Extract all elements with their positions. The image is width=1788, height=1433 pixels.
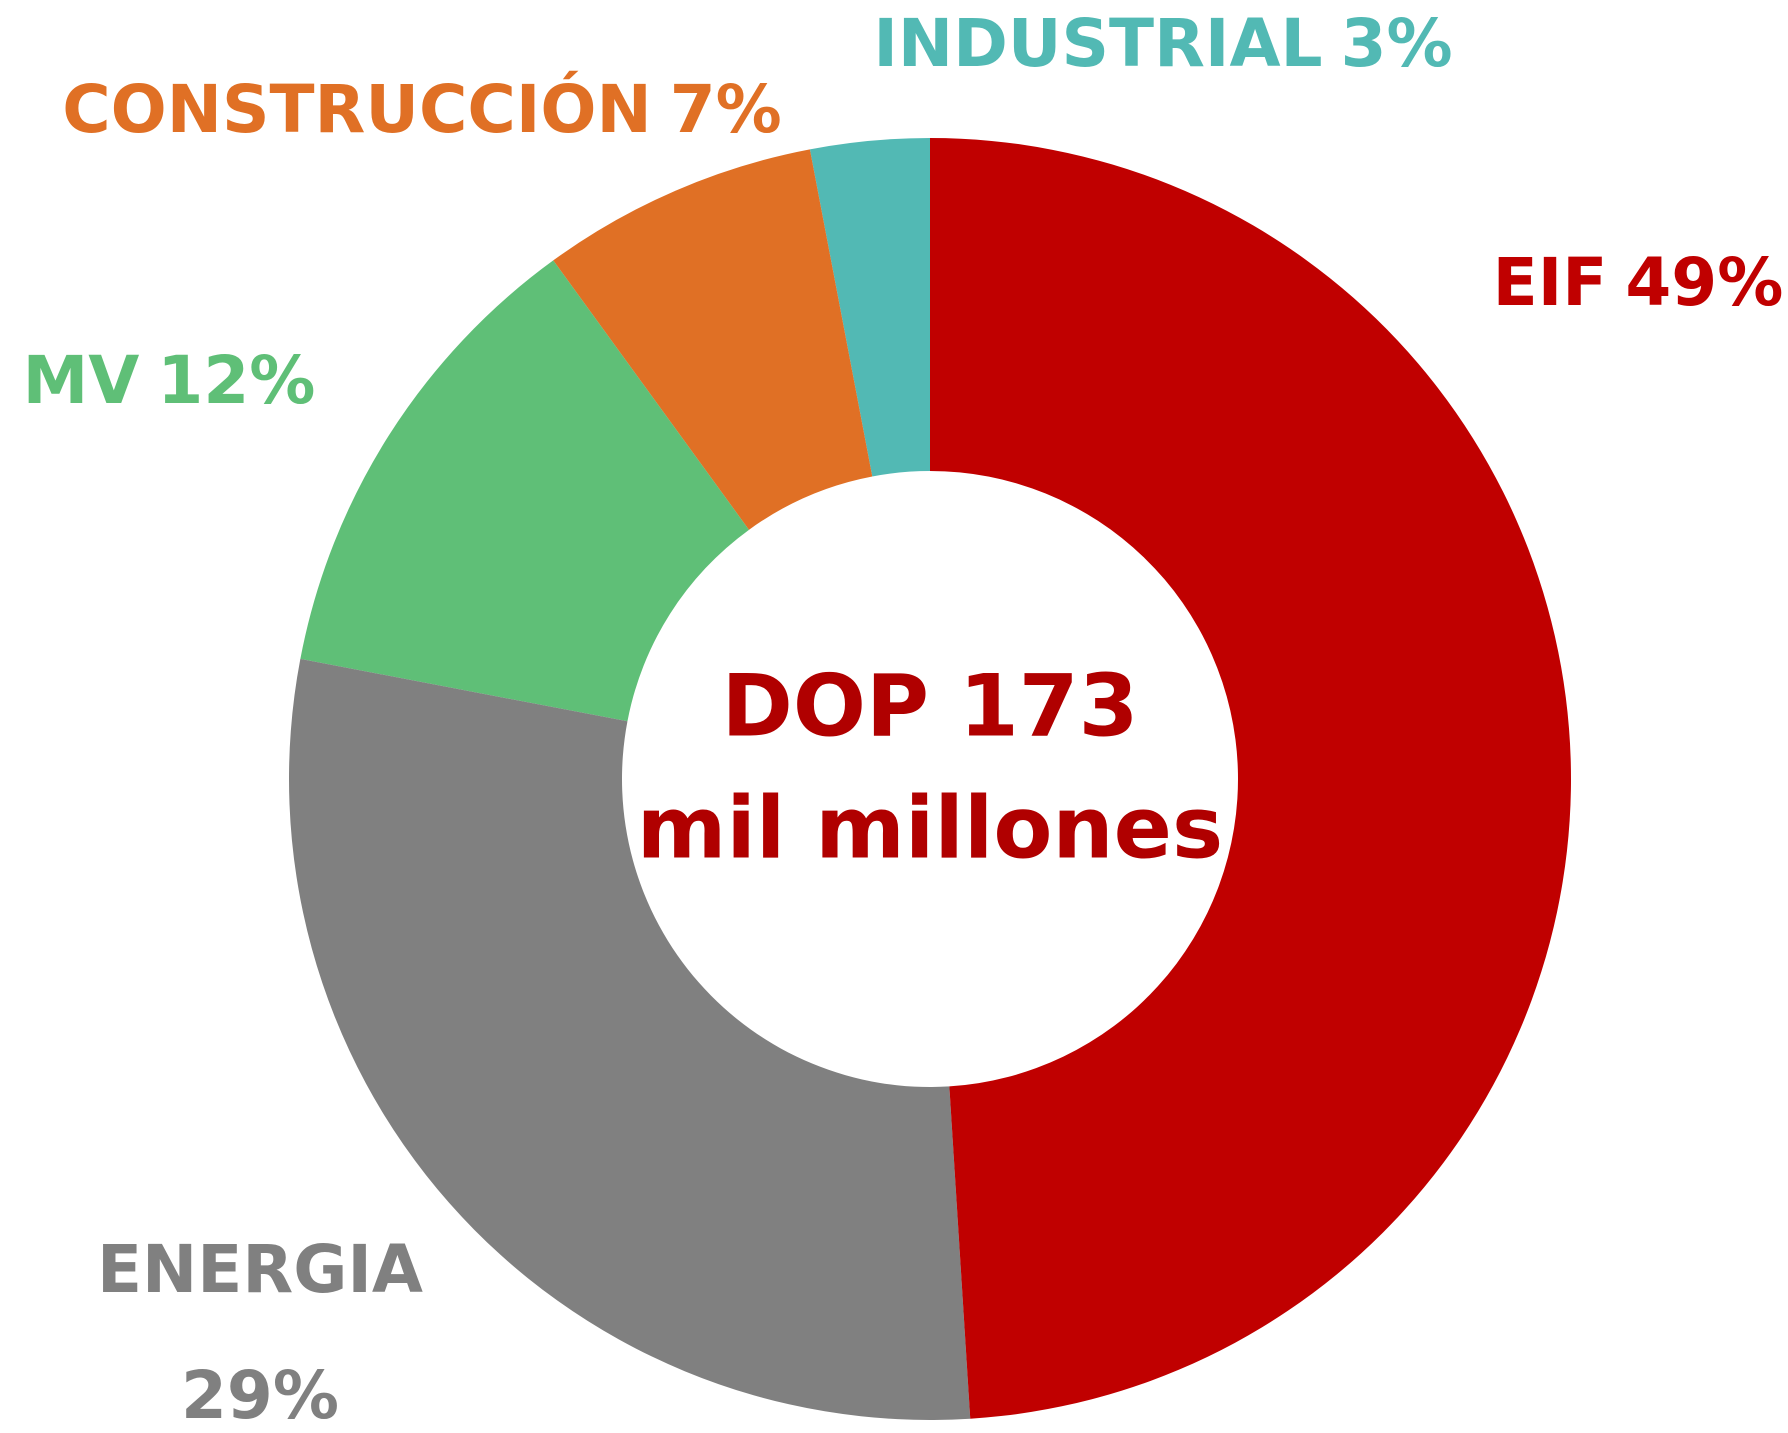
category-label: MV [23, 342, 140, 419]
category-label: CONSTRUCCIÓN [62, 71, 652, 148]
value-label: 7% [670, 71, 782, 148]
donut-slice [930, 138, 1571, 1419]
value-label: 49% [1625, 244, 1783, 321]
value-label: 29% [181, 1357, 339, 1433]
donut-slice [289, 658, 971, 1420]
value-label: 12% [157, 342, 315, 419]
category-label: ENERGIA [97, 1231, 423, 1308]
slice-label: EIF 49% [1493, 244, 1784, 321]
category-label: INDUSTRIAL [873, 5, 1322, 82]
donut-slice [809, 138, 930, 477]
category-label: EIF [1493, 244, 1608, 321]
slice-label: MV 12% [23, 342, 316, 419]
slice-label: ENERGIA 29% [97, 1231, 423, 1433]
donut-slice [553, 149, 873, 530]
slice-label: CONSTRUCCIÓN 7% [62, 71, 782, 148]
value-label: 3% [1341, 5, 1453, 82]
center-label: mil millones [637, 778, 1223, 878]
center-label: DOP 173 [722, 656, 1139, 756]
donut-slice [300, 260, 749, 722]
slice-label: INDUSTRIAL 3% [873, 5, 1452, 82]
